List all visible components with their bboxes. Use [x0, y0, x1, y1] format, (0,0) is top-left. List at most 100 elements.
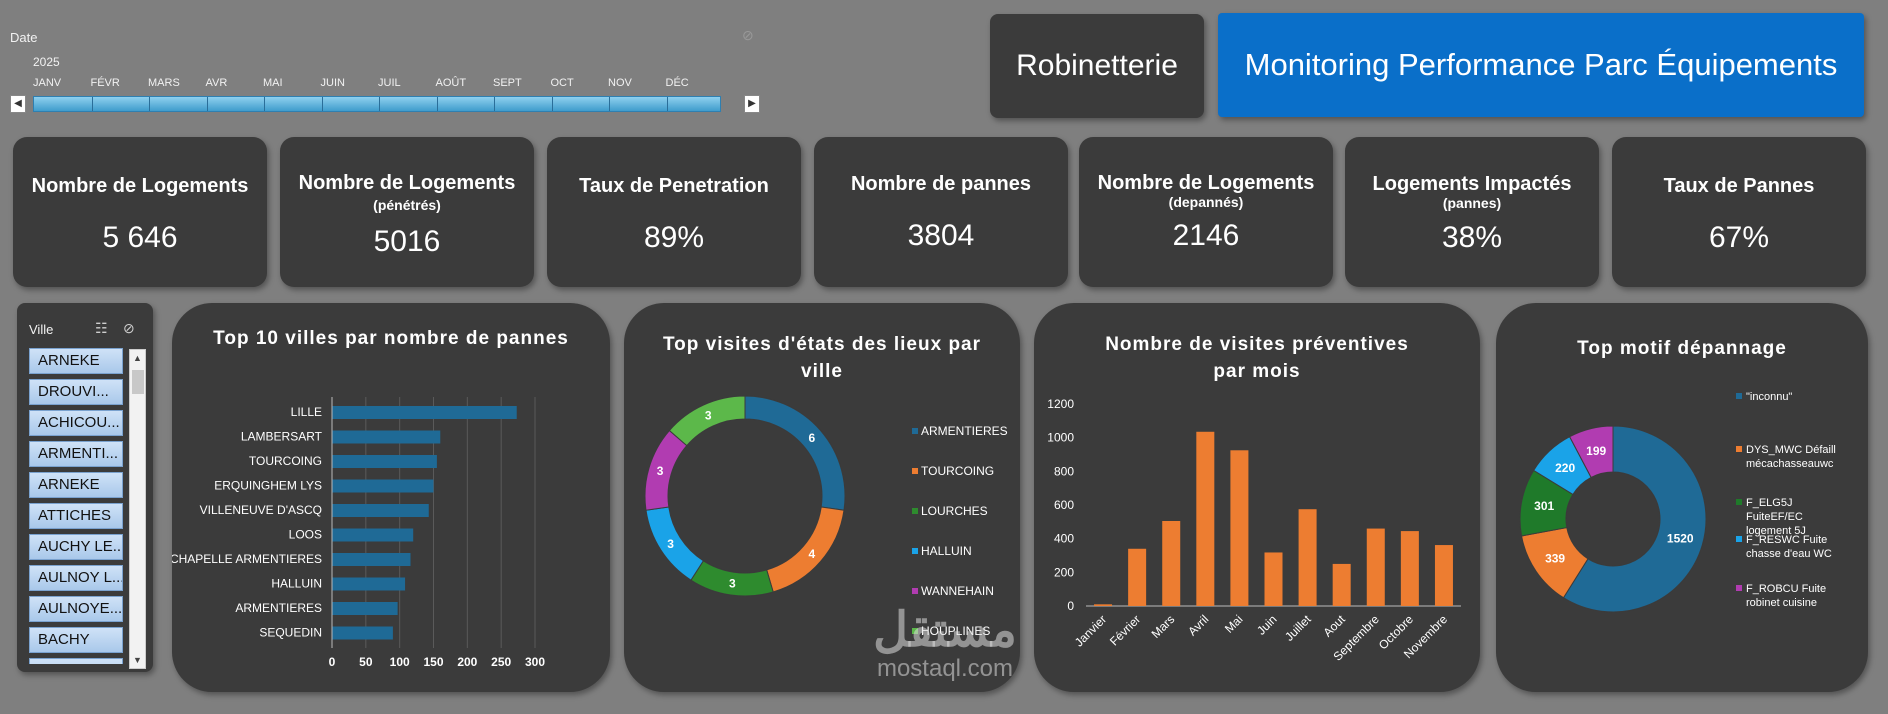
timeline-month[interactable]: SEPT [493, 77, 522, 89]
kpi-sublabel: (pannes) [1442, 195, 1502, 211]
bar [1434, 545, 1453, 606]
data-label: 4 [809, 547, 816, 561]
timeline-segment-divider [379, 97, 380, 111]
slicer-item[interactable]: AULNOY L... [29, 565, 123, 591]
clear-filter-icon[interactable]: ⊘ [742, 27, 754, 43]
chart-card-preventives: Nombre de visites préventives par mois 0… [1034, 303, 1480, 692]
legend-label: LOURCHES [921, 504, 988, 518]
timeline-segment-divider [206, 97, 208, 111]
data-label: 1520 [1667, 531, 1694, 545]
bar [1332, 563, 1351, 606]
timeline-month[interactable]: AVR [205, 77, 228, 89]
slicer-item[interactable]: BAILLEUL... [29, 658, 123, 664]
donut-slice [644, 429, 688, 511]
timeline-month[interactable]: OCT [550, 77, 574, 89]
bar [1298, 509, 1317, 606]
slicer-item[interactable]: AUCHY LE... [29, 534, 123, 560]
timeline-month[interactable]: FÉVR [90, 77, 120, 89]
slicer-item[interactable]: ARNEKE [29, 472, 123, 498]
category-label: VILLENEUVE D'ASCQ [200, 503, 322, 517]
category-label: Robinetterie [990, 14, 1204, 118]
data-label: 220 [1555, 461, 1575, 475]
data-label: 199 [1586, 444, 1606, 458]
timeline-month[interactable]: NOV [608, 77, 632, 89]
bar [1400, 531, 1419, 606]
category-label: Aout [1320, 612, 1348, 640]
kpi-label: Taux de Pannes [1663, 175, 1815, 197]
timeline-month[interactable]: JANV [33, 77, 62, 89]
chart-title: Top visites d'états des lieux par ville [662, 334, 982, 382]
timeline-month[interactable]: MAI [263, 77, 283, 89]
slicer-item[interactable]: ATTICHES [29, 503, 123, 529]
ville-slicer: Ville ☷ ⊘ ARNEKE DROUVI... ACHICOU... ARMEN… [17, 303, 153, 672]
chevron-up-icon[interactable]: ▲ [133, 353, 142, 363]
y-tick-label: 1000 [1047, 431, 1074, 445]
bar [332, 528, 414, 542]
timeline-segment-divider [551, 97, 553, 111]
slicer-item[interactable]: AULNOYE... [29, 596, 123, 622]
legend-marker [912, 588, 918, 594]
bar [332, 577, 406, 591]
x-tick-label: 0 [329, 655, 336, 669]
bar [332, 504, 429, 517]
slicer-scrollbar[interactable]: ▲ ▼ [129, 349, 146, 669]
bar [332, 455, 437, 468]
legend-label: ARMENTIERES [921, 424, 1008, 438]
slicer-item[interactable]: DROUVI... [29, 379, 123, 405]
donut-slice [744, 395, 846, 511]
timeline-year: 2025 [33, 55, 60, 69]
kpi-label: Nombre de Logements [1097, 172, 1315, 194]
timeline-segment-divider [321, 97, 323, 111]
data-label: 3 [729, 577, 736, 591]
scroll-right-icon[interactable]: ▶ [744, 95, 760, 113]
kpi-value: 5 646 [102, 221, 178, 254]
slicer-item[interactable]: BACHY [29, 627, 123, 653]
legend-marker [912, 548, 918, 554]
timeline-segment-divider [436, 97, 438, 111]
legend-label: "inconnu" [1746, 391, 1792, 403]
category-label: Mars [1149, 612, 1178, 641]
timeline-month[interactable]: DÉC [665, 77, 689, 89]
slicer-item[interactable]: ARNEKE [29, 348, 123, 374]
kpi-value: 2146 [1172, 219, 1240, 252]
multi-select-icon[interactable]: ☷ [95, 320, 108, 336]
y-tick-label: 1200 [1047, 397, 1074, 411]
bar [1094, 604, 1113, 606]
category-label: HALLUIN [271, 577, 322, 591]
category-label: Janvier [1072, 612, 1109, 649]
category-label: Mai [1222, 612, 1246, 636]
chevron-down-icon[interactable]: ▼ [133, 655, 142, 665]
data-label: 301 [1534, 499, 1554, 513]
timeline-month[interactable]: MARS [148, 77, 180, 89]
kpi-label: Logements Impactés [1372, 173, 1572, 195]
kpi-card-logements-depannes: Nombre de Logements (depannés) 2146 [1079, 137, 1333, 287]
donut-slice [645, 506, 705, 581]
category-label: SEQUEDIN [259, 626, 322, 640]
chart-title: Nombre de visites préventives par mois [1105, 334, 1409, 382]
category-label: TOURCOING [249, 454, 322, 468]
kpi-card-taux-pannes: Taux de Pannes 67% [1612, 137, 1866, 287]
timeline-month[interactable]: AOÛT [435, 77, 467, 89]
timeline-month[interactable]: JUIN [320, 77, 345, 89]
bar [332, 626, 393, 640]
legend-marker [912, 428, 918, 434]
slicer-item[interactable]: ACHICOU... [29, 410, 123, 436]
y-tick-label: 600 [1054, 498, 1074, 512]
bar [1128, 548, 1147, 606]
timeline-title: Date [10, 30, 38, 45]
donut-slice [766, 506, 845, 593]
timeline-segment-divider [149, 97, 150, 111]
kpi-label: Taux de Penetration [579, 175, 769, 197]
x-tick-label: 150 [423, 655, 443, 669]
timeline-month[interactable]: JUIL [378, 77, 401, 89]
category-label: LAMBERSART [241, 430, 323, 444]
scroll-left-icon[interactable]: ◀ [10, 95, 26, 113]
data-label: 3 [705, 408, 712, 422]
scroll-thumb[interactable] [132, 370, 144, 394]
timeline-range-bar[interactable] [33, 96, 721, 112]
watermark: مستقل mostaql.com [850, 605, 1040, 681]
clear-filter-icon[interactable]: ⊘ [123, 320, 135, 336]
slicer-item[interactable]: ARMENTI... [29, 441, 123, 467]
legend-marker [912, 628, 918, 634]
